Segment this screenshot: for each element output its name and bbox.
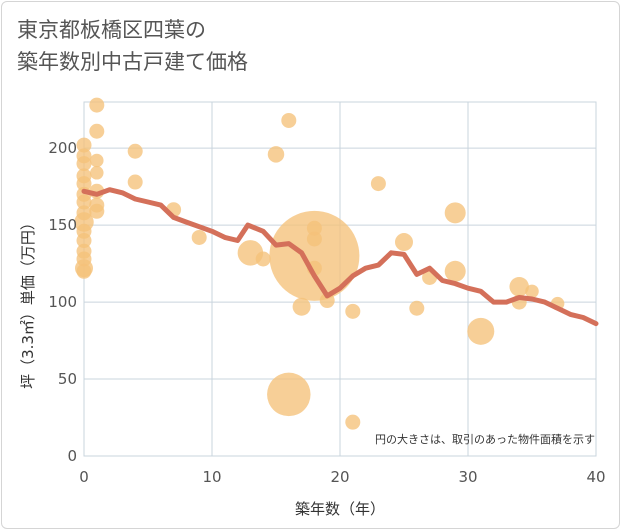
x-tick-label: 10: [202, 468, 221, 486]
bubble-point: [267, 372, 311, 417]
bubble-point: [76, 233, 92, 249]
x-tick-label: 0: [79, 468, 89, 486]
bubble-point: [444, 202, 466, 224]
bubble-point: [467, 317, 495, 345]
x-tick-label: 30: [458, 468, 477, 486]
bubble-point: [90, 166, 104, 180]
bubble-point: [444, 260, 466, 282]
chart-title-line-1: 東京都板橋区四葉の: [17, 18, 206, 42]
y-tick-label: 150: [48, 216, 77, 234]
bubble-point: [281, 112, 297, 128]
y-tick-label: 0: [67, 447, 77, 465]
tick-labels: 0 10 20 30 40 0 50 100 150 200: [48, 139, 605, 486]
bubble-point: [319, 293, 335, 309]
x-axis-label: 築年数（年）: [295, 500, 385, 518]
bubble-point: [267, 146, 285, 163]
y-tick-label: 200: [48, 139, 77, 157]
bubble-point: [292, 297, 311, 316]
y-tick-label: 50: [58, 370, 77, 388]
bubble-point: [509, 276, 529, 297]
y-tick-label: 100: [48, 293, 77, 311]
bubble-point: [76, 194, 92, 210]
bubble-point: [89, 123, 105, 139]
bubble-point: [370, 176, 386, 192]
trend-line: [81, 187, 599, 327]
x-tick-label: 20: [330, 468, 349, 486]
bubble-point: [306, 220, 322, 236]
bubble-point: [76, 263, 92, 279]
bubble-point: [269, 210, 360, 301]
bubble-series: [74, 97, 565, 430]
bubble-point: [345, 303, 361, 319]
bubble-point: [76, 156, 92, 172]
bubble-point: [90, 153, 104, 168]
bubble-point: [127, 143, 143, 159]
bubble-point: [89, 203, 105, 219]
x-tick-label: 40: [586, 468, 605, 486]
y-axis-label: 坪（3.3㎡）単価（万円）: [19, 215, 37, 389]
bubble-point: [345, 414, 361, 430]
bubble-point: [409, 300, 425, 316]
bubble-point: [76, 176, 92, 192]
bubble-point: [76, 137, 92, 153]
bubble-point: [306, 231, 322, 247]
bubble-point: [525, 284, 539, 299]
bubble-point: [255, 251, 271, 267]
bubble-point: [89, 97, 105, 113]
bubble-size-note: 円の大きさは、取引のあった物件面積を示す: [375, 432, 595, 446]
bubble-point: [191, 229, 207, 245]
chart-title-line-2: 築年数別中古戸建て価格: [17, 50, 248, 74]
bubble-point: [127, 174, 143, 190]
chart-title: 東京都板橋区四葉の 築年数別中古戸建て価格: [17, 14, 248, 78]
bubble-point: [395, 233, 413, 252]
